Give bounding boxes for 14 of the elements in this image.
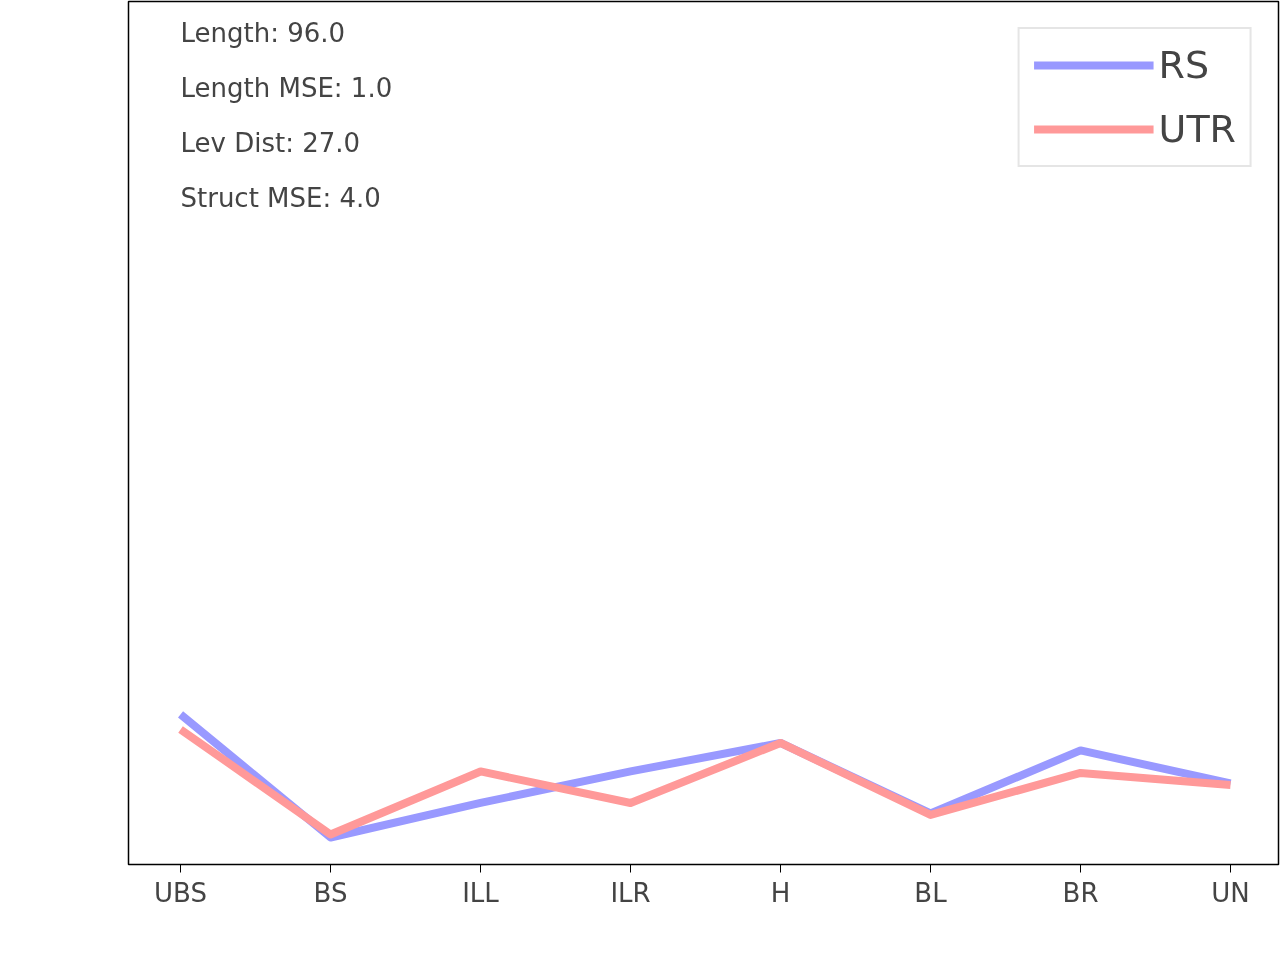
legend-label: RS xyxy=(1158,43,1210,87)
x-tick-label: UN xyxy=(1211,877,1250,908)
x-tick-label: H xyxy=(770,877,791,908)
text: Struct MSE: 4.0 xyxy=(180,182,381,213)
x-tick-label: BS xyxy=(313,877,348,908)
legend-label: UTR xyxy=(1158,107,1236,151)
text: Length MSE: 1.0 xyxy=(180,72,393,103)
x-tick-label: UBS xyxy=(154,877,208,908)
x-tick-label: BL xyxy=(914,877,948,908)
x-tick-label: BR xyxy=(1062,877,1099,908)
x-tick-label: ILR xyxy=(610,877,651,908)
text: Lev Dist: 27.0 xyxy=(180,127,361,158)
text: Length: 96.0 xyxy=(180,17,346,48)
x-tick-label: ILL xyxy=(462,877,500,908)
